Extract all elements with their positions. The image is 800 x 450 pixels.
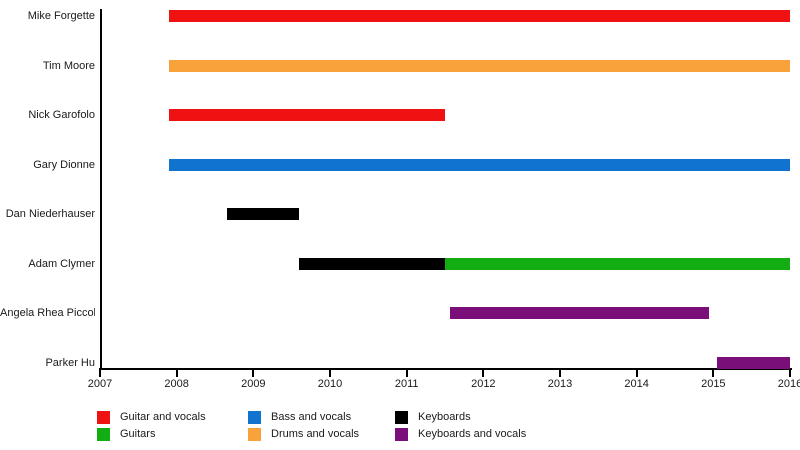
row-label: Parker Hu	[45, 356, 95, 369]
legend-swatch	[395, 428, 408, 441]
axis-tick	[635, 370, 638, 377]
legend-swatch	[97, 428, 110, 441]
legend-swatch	[395, 411, 408, 424]
timeline-bar-guitars	[445, 257, 790, 270]
axis-tick-label: 2015	[701, 378, 726, 390]
axis-tick-label: 2011	[394, 378, 419, 390]
axis-tick-label: 2010	[317, 378, 343, 390]
legend-label: Keyboards	[418, 411, 471, 423]
legend-label: Guitars	[120, 428, 156, 440]
legend-swatch	[97, 411, 110, 424]
axis-tick	[405, 370, 408, 377]
axis-tick	[712, 370, 715, 377]
row-label: Adam Clymer	[28, 257, 95, 270]
axis-tick-label: 2009	[241, 378, 266, 390]
legend-label: Keyboards and vocals	[418, 428, 527, 440]
axis-tick	[252, 370, 255, 377]
axis-tick	[482, 370, 485, 377]
legend-label: Drums and vocals	[271, 428, 360, 440]
y-axis-line	[100, 9, 102, 370]
axis-tick	[789, 370, 791, 377]
row-label: Nick Garofolo	[28, 109, 95, 122]
row-label: Mike Forgette	[27, 10, 95, 22]
timeline-bar-keyboards	[226, 208, 300, 221]
x-axis-line	[99, 368, 792, 370]
row-label: Dan Niederhauser	[5, 208, 95, 221]
timeline-bar-keyboards-and-vocals	[717, 356, 790, 369]
axis-tick-label: 2013	[547, 378, 573, 390]
axis-tick	[99, 370, 101, 377]
axis-tick-label: 2007	[87, 378, 113, 390]
axis-tick	[175, 370, 178, 377]
timeline-bar-guitar-and-vocals	[169, 109, 445, 122]
axis-tick	[329, 370, 331, 377]
row-label: Tim Moore	[42, 59, 95, 72]
row-label: Gary Dionne	[33, 158, 95, 171]
axis-tick-label: 2014	[624, 378, 649, 390]
legend-label: Bass and vocals	[271, 411, 352, 423]
timeline-bar-keyboards-and-vocals	[450, 307, 710, 320]
axis-tick	[559, 370, 561, 377]
timeline-bar-bass-and-vocals	[169, 158, 790, 171]
axis-tick-label: 2012	[471, 378, 496, 390]
timeline-bar-keyboards	[299, 257, 445, 270]
legend-swatch	[248, 428, 261, 441]
timeline-bar-drums-and-vocals	[169, 59, 790, 72]
row-label: Angela Rhea Piccoli	[0, 307, 95, 320]
axis-tick-label: 2016	[777, 378, 800, 390]
legend-label: Guitar and vocals	[120, 411, 206, 423]
timeline-bar-guitar-and-vocals	[169, 10, 790, 22]
axis-tick-label: 2008	[164, 378, 189, 390]
legend-swatch	[248, 411, 261, 424]
